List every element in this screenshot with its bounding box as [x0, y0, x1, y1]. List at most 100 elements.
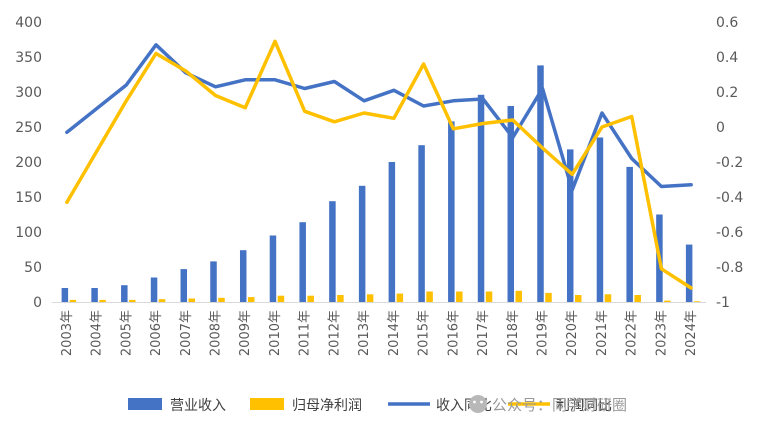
right-tick-label: -0.6	[716, 225, 743, 241]
x-tick-label: 2012年	[327, 310, 342, 356]
net-profit-bar	[307, 295, 314, 302]
right-tick-label: -0.8	[716, 260, 743, 276]
left-tick-label: 300	[15, 85, 42, 101]
x-tick-label: 2011年	[298, 310, 313, 356]
legend-swatch	[128, 398, 162, 410]
revenue-bar	[210, 261, 217, 302]
right-tick-label: 0.2	[716, 85, 738, 101]
net-profit-bar	[634, 295, 641, 302]
net-profit-bar	[129, 299, 136, 302]
net-profit-bar	[456, 291, 463, 302]
revenue-bar	[418, 145, 425, 302]
net-profit-bar	[158, 299, 166, 302]
x-tick-label: 2020年	[565, 310, 580, 356]
left-tick-label: 250	[15, 120, 42, 136]
revenue-bar	[626, 166, 633, 302]
revenue-bar	[61, 288, 69, 302]
x-tick-label: 2010年	[268, 310, 283, 356]
right-tick-label: 0.6	[716, 15, 738, 31]
net-profit-bar	[515, 290, 523, 302]
revenue-bar	[180, 269, 188, 302]
revenue-bar	[358, 185, 366, 302]
left-tick-label: 350	[15, 50, 42, 66]
net-profit-bar	[485, 291, 493, 302]
right-tick-label: 0	[716, 120, 725, 136]
x-tick-label: 2005年	[119, 310, 134, 356]
net-profit-bar	[277, 295, 285, 302]
legend-label: 营业收入	[170, 398, 226, 414]
net-profit-bar	[574, 295, 582, 302]
revenue-bar	[685, 244, 693, 302]
net-profit-bar	[99, 299, 106, 302]
revenue-bar	[507, 106, 515, 302]
revenue-bar	[388, 162, 396, 302]
x-tick-label: 2013年	[357, 310, 372, 356]
net-profit-bar	[664, 300, 671, 302]
net-profit-bar	[396, 293, 404, 302]
x-tick-label: 2017年	[476, 310, 491, 356]
line-series	[65, 39, 693, 290]
x-tick-label: 2024年	[684, 310, 699, 356]
x-tick-label: 2009年	[238, 310, 253, 356]
legend-item: 利润同比	[508, 398, 612, 414]
right-axis: -1 -0.8 -0.6 -0.4 -0.2 0 0.2 0.4 0.6	[716, 15, 743, 311]
net-profit-bar	[247, 297, 255, 302]
net-profit-bar	[604, 294, 612, 302]
x-tick-label: 2007年	[179, 310, 194, 356]
revenue-bar	[269, 235, 277, 302]
revenue-bar	[91, 288, 98, 302]
right-tick-label: -0.2	[716, 155, 743, 171]
legend-item: 归母净利润	[250, 397, 362, 414]
x-tick-label: 2008年	[209, 310, 224, 356]
x-tick-label: 2003年	[60, 310, 75, 356]
x-tick-label: 2023年	[654, 310, 669, 356]
left-tick-label: 400	[15, 15, 42, 31]
revenue-bar	[121, 285, 128, 302]
revenue-bar	[448, 121, 455, 303]
net-profit-bar	[693, 301, 701, 302]
legend-label: 归母净利润	[292, 397, 362, 414]
legend-label: 利润同比	[556, 398, 612, 414]
revenue-bar	[566, 149, 574, 302]
left-tick-label: 100	[15, 225, 42, 241]
profit-yoy-line	[65, 39, 693, 290]
watermark: 公众号：同学财研圈	[469, 395, 627, 414]
x-tick-label: 2015年	[417, 310, 432, 356]
net-profit-bar	[337, 295, 344, 302]
left-tick-label: 0	[33, 295, 42, 311]
net-profit-bar	[426, 291, 433, 302]
x-tick-label: 2022年	[625, 310, 640, 356]
x-tick-label: 2016年	[446, 310, 461, 356]
revenue-bar	[329, 201, 336, 302]
left-axis: 0 50 100 150 200 250 300 350 400	[15, 15, 706, 311]
left-tick-label: 200	[15, 155, 42, 171]
bar-series	[61, 65, 701, 303]
legend-item: 营业收入	[128, 398, 226, 414]
watermark-text: 公众号：同学财研圈	[492, 396, 627, 414]
right-tick-label: -1	[716, 295, 730, 311]
net-profit-bar	[218, 297, 225, 302]
revenue-bar	[299, 222, 306, 302]
net-profit-bar	[69, 299, 77, 302]
x-tick-label: 2018年	[506, 310, 521, 356]
revenue-bar	[596, 137, 604, 302]
revenue-bar	[239, 250, 247, 302]
revenue-bar	[150, 277, 158, 302]
right-tick-label: -0.4	[716, 190, 743, 206]
left-tick-label: 50	[24, 260, 42, 276]
net-profit-bar	[188, 298, 196, 302]
net-profit-bar	[366, 294, 374, 302]
wechat-icon	[469, 395, 487, 413]
revenue-bar	[537, 65, 544, 303]
x-tick-label: 2021年	[595, 310, 610, 356]
legend-swatch	[250, 398, 284, 410]
x-tick-label: 2004年	[90, 310, 105, 356]
revenue-bar	[477, 94, 485, 302]
x-tick-label: 2014年	[387, 310, 402, 356]
net-profit-bar	[545, 292, 552, 302]
right-tick-label: 0.4	[716, 50, 738, 66]
x-tick-label: 2006年	[149, 310, 164, 356]
x-tick-label: 2019年	[536, 310, 551, 356]
